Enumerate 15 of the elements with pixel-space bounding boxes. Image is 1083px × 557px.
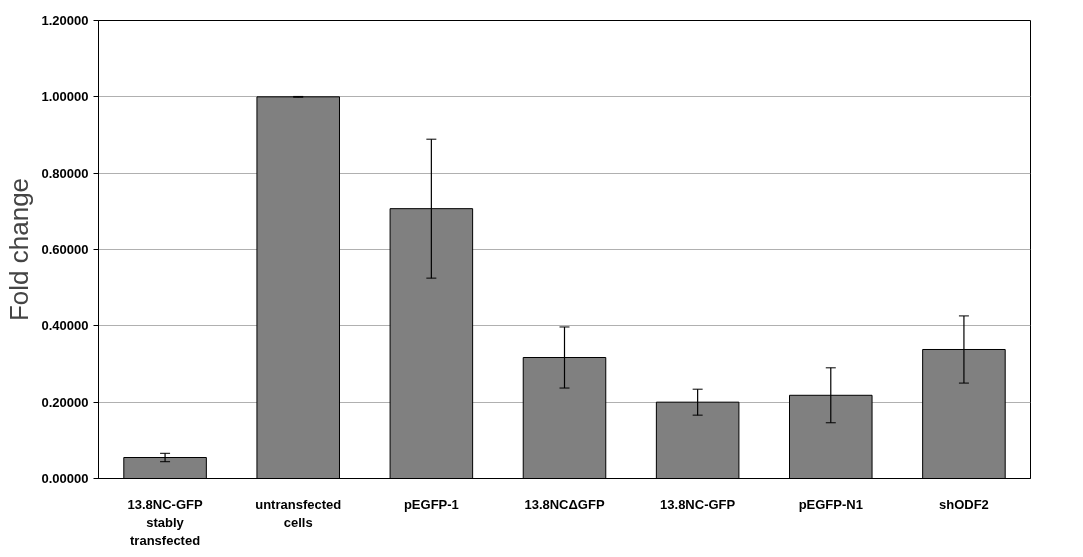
y-tick-label: 0.20000 (41, 394, 89, 410)
y-tick-label: 0.40000 (41, 318, 89, 334)
x-tick-label: shODF2 (939, 496, 989, 512)
y-tick-label: 0.80000 (41, 165, 89, 181)
x-tick-label: 13.8NC-GFP (660, 496, 736, 512)
y-tick-label: 0.00000 (41, 471, 89, 486)
y-axis-title: Fold change (3, 177, 34, 322)
y-tick-label: 1.20000 (41, 13, 89, 28)
y-tick-label: 1.00000 (41, 89, 89, 105)
x-tick-label: pEGFP-1 (403, 496, 459, 512)
x-tick-label: untransfected cells (255, 496, 342, 530)
x-tick-label: 13.8NCΔGFP (524, 496, 605, 512)
x-tick-label: pEGFP-N1 (798, 496, 863, 512)
x-tick-label: 13.8NC-GFP stably transfected (127, 496, 203, 548)
y-tick-label: 0.60000 (41, 242, 89, 257)
